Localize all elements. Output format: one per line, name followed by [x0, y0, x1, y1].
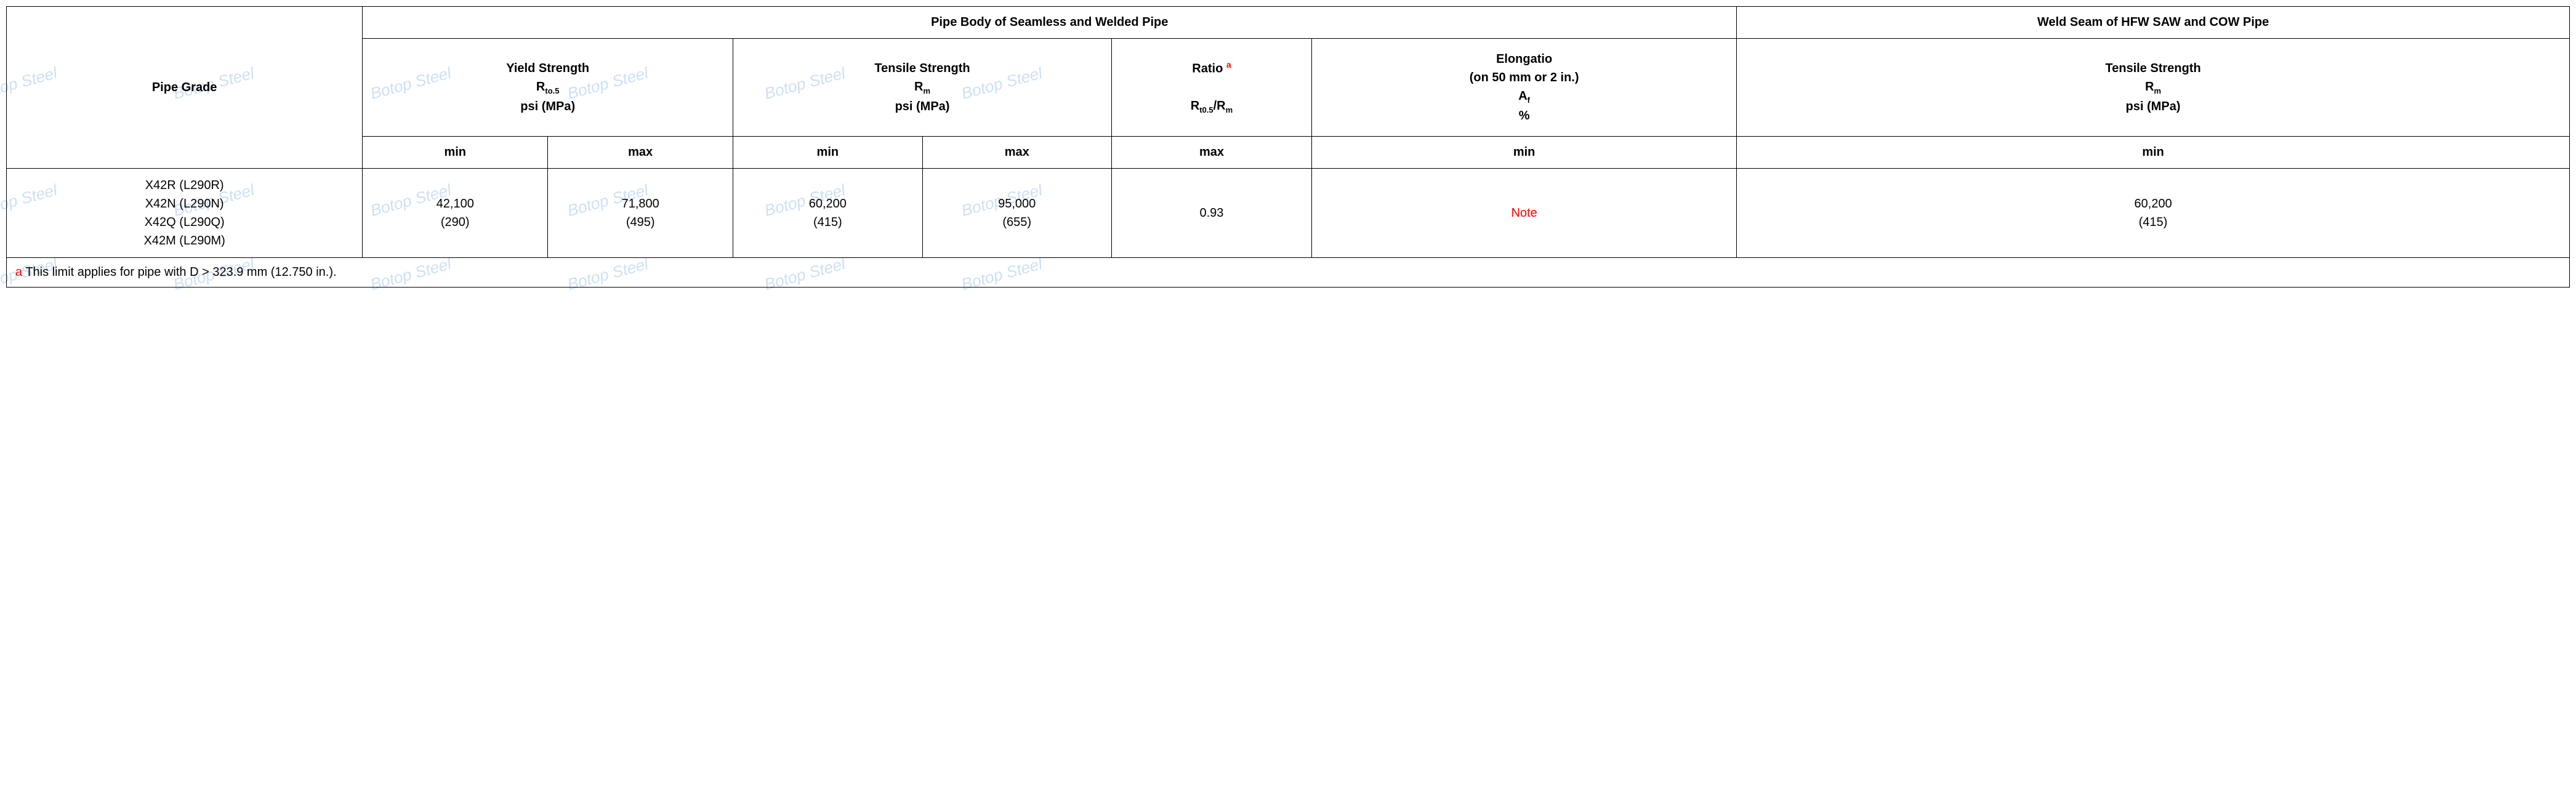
- weld-tensile-sym: R: [2145, 80, 2154, 94]
- tensile-title: Tensile Strength: [874, 62, 970, 75]
- elong-pct: %: [1519, 109, 1530, 123]
- grade-1: X42N (L290N): [145, 197, 224, 211]
- yield-min-psi: 42,100: [437, 197, 474, 211]
- col-elongation: Elongatio (on 50 mm or 2 in.) Af %: [1312, 39, 1737, 137]
- ratio-sym-a: R: [1191, 99, 1199, 113]
- weld-tensile-min-psi: 60,200: [2135, 197, 2172, 211]
- ratio-sup: a: [1226, 60, 1231, 70]
- yield-min-hdr: min: [363, 136, 548, 168]
- spec-table: Pipe Grade Pipe Body of Seamless and Wel…: [6, 6, 2570, 288]
- cell-ratio-max: 0.93: [1111, 168, 1311, 257]
- yield-max-psi: 71,800: [622, 197, 659, 211]
- tensile-min-mpa: (415): [813, 215, 842, 229]
- tensile-min-hdr: min: [733, 136, 922, 168]
- cell-grades: X42R (L290R) X42N (L290N) X42Q (L290Q) X…: [7, 168, 363, 257]
- yield-max-hdr: max: [548, 136, 733, 168]
- tensile-min-psi: 60,200: [809, 197, 847, 211]
- col-weld-tensile: Tensile Strength Rm psi (MPa): [1737, 39, 2570, 137]
- weld-tensile-unit: psi (MPa): [2126, 100, 2181, 113]
- cell-yield-max: 71,800 (495): [548, 168, 733, 257]
- tensile-sub: m: [923, 86, 930, 95]
- header-row-2: Yield Strength Rto.5 psi (MPa) Tensile S…: [7, 39, 2570, 137]
- cell-yield-min: 42,100 (290): [363, 168, 548, 257]
- tensile-max-hdr: max: [922, 136, 1111, 168]
- weld-tensile-title: Tensile Strength: [2106, 62, 2201, 75]
- cell-tensile-min: 60,200 (415): [733, 168, 922, 257]
- elong-min-hdr: min: [1312, 136, 1737, 168]
- cell-elong-min: Note: [1312, 168, 1737, 257]
- tensile-max-psi: 95,000: [998, 197, 1036, 211]
- tensile-unit: psi (MPa): [895, 100, 950, 113]
- grade-0: X42R (L290R): [145, 179, 224, 192]
- footnote-text: This limit applies for pipe with D > 323…: [22, 265, 336, 279]
- ratio-sub-b: m: [1226, 105, 1233, 115]
- elong-sub-title: (on 50 mm or 2 in.): [1470, 71, 1579, 84]
- footnote-cell: a This limit applies for pipe with D > 3…: [7, 257, 2570, 287]
- yield-min-mpa: (290): [441, 215, 470, 229]
- footnote-row: a This limit applies for pipe with D > 3…: [7, 257, 2570, 287]
- col-tensile-strength: Tensile Strength Rm psi (MPa): [733, 39, 1112, 137]
- col-yield-strength: Yield Strength Rto.5 psi (MPa): [363, 39, 733, 137]
- cell-weld-tensile-min: 60,200 (415): [1737, 168, 2570, 257]
- col-body-section: Pipe Body of Seamless and Welded Pipe: [363, 7, 1737, 39]
- tensile-max-mpa: (655): [1002, 215, 1031, 229]
- weld-tensile-sub: m: [2154, 86, 2162, 95]
- yield-sub: to.5: [545, 86, 559, 95]
- yield-sym: R: [536, 80, 545, 94]
- weld-min-hdr: min: [1737, 136, 2570, 168]
- elong-sub: f: [1527, 95, 1530, 105]
- yield-max-mpa: (495): [626, 215, 655, 229]
- col-ratio: Ratio a Rt0.5/Rm: [1111, 39, 1311, 137]
- cell-tensile-max: 95,000 (655): [922, 168, 1111, 257]
- data-row: X42R (L290R) X42N (L290N) X42Q (L290Q) X…: [7, 168, 2570, 257]
- grade-3: X42M (L290M): [144, 234, 225, 248]
- tensile-sym: R: [914, 80, 923, 94]
- ratio-title: Ratio: [1192, 62, 1223, 76]
- grade-2: X42Q (L290Q): [145, 215, 225, 229]
- yield-title: Yield Strength: [506, 62, 589, 75]
- col-pipe-grade: Pipe Grade: [7, 7, 363, 169]
- ratio-sub-a: t0.5: [1199, 105, 1213, 115]
- elong-title: Elongatio: [1496, 52, 1552, 66]
- header-row-3: min max min max max min min: [7, 136, 2570, 168]
- col-weld-section: Weld Seam of HFW SAW and COW Pipe: [1737, 7, 2570, 39]
- weld-tensile-min-mpa: (415): [2139, 215, 2168, 229]
- footnote-marker: a: [15, 265, 22, 279]
- elong-sym: A: [1518, 89, 1527, 103]
- ratio-sym-b: /R: [1214, 99, 1226, 113]
- ratio-max-hdr: max: [1111, 136, 1311, 168]
- header-row-1: Pipe Grade Pipe Body of Seamless and Wel…: [7, 7, 2570, 39]
- yield-unit: psi (MPa): [520, 100, 575, 113]
